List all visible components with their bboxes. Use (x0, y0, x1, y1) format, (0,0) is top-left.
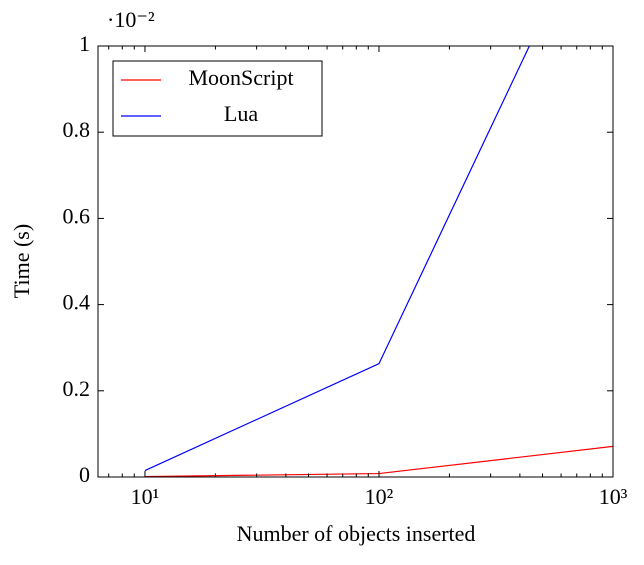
y-tick-label: 0 (79, 462, 90, 487)
y-axis-label: Time (s) (9, 224, 34, 298)
y-tick-label: 1 (79, 31, 90, 56)
x-axis-label: Number of objects inserted (237, 521, 476, 546)
x-tick-label: 10³ (599, 484, 628, 509)
series-line (144, 46, 531, 472)
y-tick-label: 0.4 (63, 290, 91, 315)
legend-box (112, 60, 323, 137)
y-multiplier: ·10⁻² (107, 7, 155, 32)
y-tick-label: 0.8 (63, 117, 91, 142)
plot-frame (97, 45, 614, 478)
x-tick-label: 10¹ (131, 484, 160, 509)
x-tick-label: 10² (365, 484, 394, 509)
legend-label: MoonScript (188, 65, 293, 90)
y-tick-label: 0.6 (63, 203, 91, 228)
legend-label: Lua (224, 101, 258, 126)
y-tick-label: 0.2 (63, 376, 91, 401)
